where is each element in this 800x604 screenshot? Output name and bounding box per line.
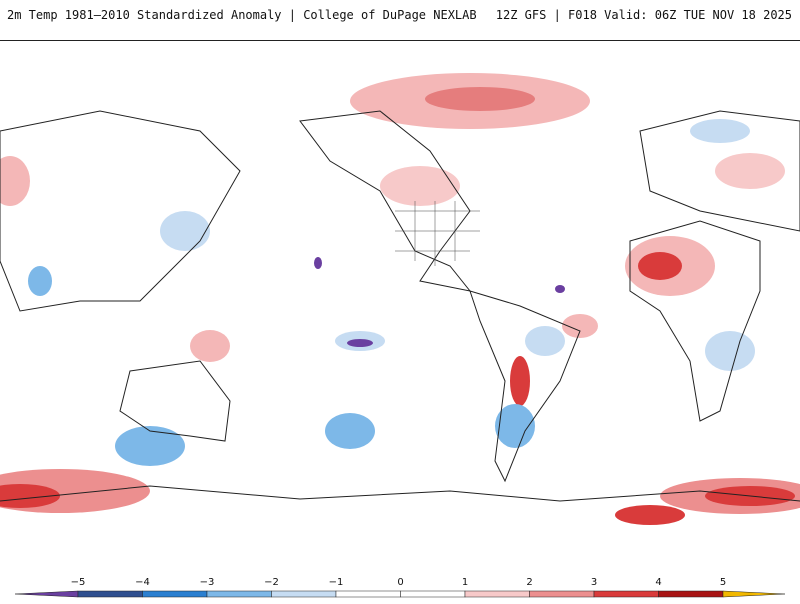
southern-africa-cold-anomaly <box>705 331 755 371</box>
antarctic-coast-warm-anomaly <box>615 505 685 525</box>
legend-tick-label: 0 <box>397 577 403 588</box>
patagonia-cold-anomaly <box>495 404 535 448</box>
legend-color-segment <box>658 590 724 598</box>
legend-color-segment <box>464 590 530 598</box>
legend-min-arrow <box>14 590 79 598</box>
australia-warm-anomaly <box>190 330 230 362</box>
color-scale-svg: −5 −4 −3 −2 −1 0 1 2 3 4 5 <box>14 577 786 598</box>
south-pacific-cold-anomaly-mid <box>325 413 375 449</box>
amazon-cold-anomaly <box>525 326 565 356</box>
legend-max-arrow <box>722 590 786 598</box>
legend-tick-label: −5 <box>71 577 86 588</box>
scandinavia-cold-anomaly <box>690 119 750 143</box>
antarctica-outline <box>0 485 800 502</box>
header: 2m Temp 1981–2010 Standardized Anomaly |… <box>0 0 800 40</box>
legend-tick-label: 3 <box>591 577 597 588</box>
arctic-strong-warm-anomaly <box>425 87 535 111</box>
legend-tick-label: −2 <box>264 577 279 588</box>
legend-tick-label: 5 <box>720 577 726 588</box>
south-america-outline <box>469 290 581 483</box>
legend-tick-label: 2 <box>526 577 532 588</box>
legend-color-segment <box>77 590 143 598</box>
west-asia-warm-anomaly <box>0 156 30 206</box>
legend-color-segment <box>593 590 659 598</box>
asia-outline <box>0 110 241 312</box>
west-africa-strong-warm-anomaly <box>638 252 682 280</box>
europe-outline <box>639 110 800 232</box>
india-cold-anomaly <box>28 266 52 296</box>
cold-anomaly-areas <box>28 119 755 466</box>
southern-ocean-strong-warm-anomaly-west <box>0 484 60 508</box>
legend-tick-label: 4 <box>655 577 661 588</box>
anomaly-map <box>0 40 800 583</box>
south-america-warm-anomaly <box>510 356 530 406</box>
north-pacific-strong-cold-anomaly <box>314 257 322 269</box>
north-america-outline <box>299 110 472 292</box>
coastlines <box>0 110 800 502</box>
east-asia-cold-anomaly <box>160 211 210 251</box>
legend-color-segment <box>529 590 595 598</box>
legend-color-segment <box>271 590 337 598</box>
australia-outline <box>119 360 231 442</box>
south-pacific-cold-anomaly-west <box>115 426 185 466</box>
central-pacific-strong-cold-anomaly <box>347 339 373 347</box>
model-run-valid-time: 12Z GFS | F018 Valid: 06Z TUE NOV 18 202… <box>495 8 792 22</box>
africa-outline <box>629 220 761 422</box>
legend-tick-label: −4 <box>135 577 150 588</box>
caribbean-strong-cold-anomaly <box>555 285 565 293</box>
color-scale-legend: −5 −4 −3 −2 −1 0 1 2 3 4 5 <box>0 574 800 600</box>
legend-color-segment <box>142 590 208 598</box>
legend-color-segment <box>335 590 401 598</box>
map-title: 2m Temp 1981–2010 Standardized Anomaly |… <box>7 8 477 22</box>
us-state-borders <box>395 201 480 266</box>
legend-tick-label: −1 <box>329 577 344 588</box>
anomaly-map-svg <box>0 41 800 583</box>
legend-tick-label: −3 <box>200 577 215 588</box>
warm-anomaly-areas <box>0 73 800 525</box>
legend-color-segment <box>206 590 272 598</box>
asia-warm-anomaly <box>715 153 785 189</box>
legend-tick-label: 1 <box>462 577 468 588</box>
brazil-warm-anomaly <box>562 314 598 338</box>
legend-color-segment <box>400 590 466 598</box>
us-warm-anomaly <box>380 166 460 206</box>
